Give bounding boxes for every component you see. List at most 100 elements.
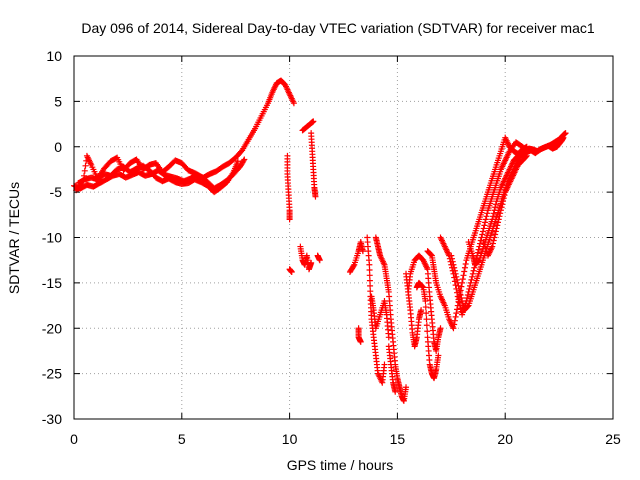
data-point (495, 216, 502, 223)
data-point (456, 285, 463, 292)
data-point (81, 167, 88, 174)
data-point (367, 288, 374, 295)
data-point (458, 295, 465, 301)
data-point (523, 153, 530, 160)
data-point (451, 317, 458, 324)
data-point (366, 272, 373, 279)
data-point (489, 243, 496, 250)
data-point (464, 291, 471, 298)
data-point (392, 388, 399, 395)
y-tick-label: -10 (42, 230, 62, 246)
data-point (482, 219, 489, 226)
data-point (451, 264, 458, 271)
data-point (381, 361, 388, 368)
y-tick-label: 5 (54, 93, 62, 109)
data-point (460, 272, 467, 279)
data-point (308, 259, 315, 266)
data-point (451, 321, 458, 328)
y-tick-label: -5 (50, 184, 63, 200)
data-point (454, 306, 461, 313)
tick-labels: 0 5 10 15 20 25 -30 -25 -20 -15 -10 -5 0 5 10 (42, 48, 621, 447)
data-point (494, 222, 501, 229)
data-point (350, 262, 357, 269)
data-point (560, 134, 567, 141)
data-point (418, 307, 425, 314)
data-point (241, 156, 248, 163)
x-tick-label: 20 (497, 431, 513, 447)
data-point (419, 283, 426, 290)
data-point (428, 251, 435, 258)
data-point (469, 270, 476, 277)
data-point (366, 267, 373, 274)
data-point (474, 249, 481, 256)
data-point (450, 325, 457, 332)
data-point (481, 222, 488, 229)
data-point (470, 267, 477, 274)
data-point (424, 328, 431, 335)
x-tick-label: 15 (390, 431, 406, 447)
data-point (455, 282, 462, 289)
data-point (492, 201, 499, 208)
data-point (497, 210, 504, 217)
data-point (359, 248, 366, 255)
data-point (500, 198, 507, 205)
data-point (462, 260, 469, 267)
data-point (452, 270, 459, 277)
data-point (453, 310, 460, 317)
data-point (459, 298, 466, 305)
data-point (437, 325, 444, 332)
x-tick-label: 10 (282, 431, 298, 447)
data-point (240, 157, 247, 164)
x-tick-label: 25 (605, 431, 621, 447)
data-point (480, 225, 487, 232)
data-point (469, 273, 476, 280)
data-point (489, 216, 496, 223)
data-point (423, 322, 430, 329)
data-point (457, 291, 464, 298)
data-point (454, 289, 461, 296)
x-tick-label: 0 (70, 431, 78, 447)
data-point (562, 130, 569, 137)
data-point (238, 148, 245, 155)
data-point (490, 210, 497, 217)
data-point (366, 277, 373, 284)
data-point (357, 338, 364, 345)
data-point (422, 298, 429, 305)
x-tick-label: 5 (178, 431, 186, 447)
data-point (483, 213, 490, 220)
data-point (288, 268, 295, 275)
data-point (385, 334, 392, 341)
data-point (423, 316, 430, 323)
data-point (461, 264, 468, 271)
grid-lines (74, 56, 613, 419)
y-tick-label: -30 (42, 411, 62, 427)
data-point (475, 257, 482, 264)
data-point (449, 258, 456, 265)
data-point (467, 279, 474, 286)
data-point (499, 201, 506, 208)
data-point (489, 240, 496, 247)
data-point (523, 152, 530, 159)
data-point (234, 158, 241, 165)
data-point (492, 231, 499, 238)
data-point (493, 225, 500, 232)
data-point (310, 118, 317, 125)
data-point (482, 216, 489, 223)
data-point (453, 273, 460, 280)
data-point (491, 207, 498, 214)
data-point (456, 288, 463, 295)
data-point (422, 304, 429, 311)
data-point (286, 216, 293, 223)
y-axis-label: SDTVAR / TECUs (6, 182, 22, 294)
data-point (454, 276, 461, 283)
data-point (403, 384, 410, 391)
y-tick-label: -15 (42, 275, 62, 291)
y-tick-label: -25 (42, 366, 62, 382)
data-point (500, 195, 507, 202)
y-tick-label: 10 (46, 48, 62, 64)
data-point (466, 282, 473, 289)
data-point (312, 193, 319, 200)
data-point (484, 210, 491, 217)
data-points (71, 77, 569, 404)
